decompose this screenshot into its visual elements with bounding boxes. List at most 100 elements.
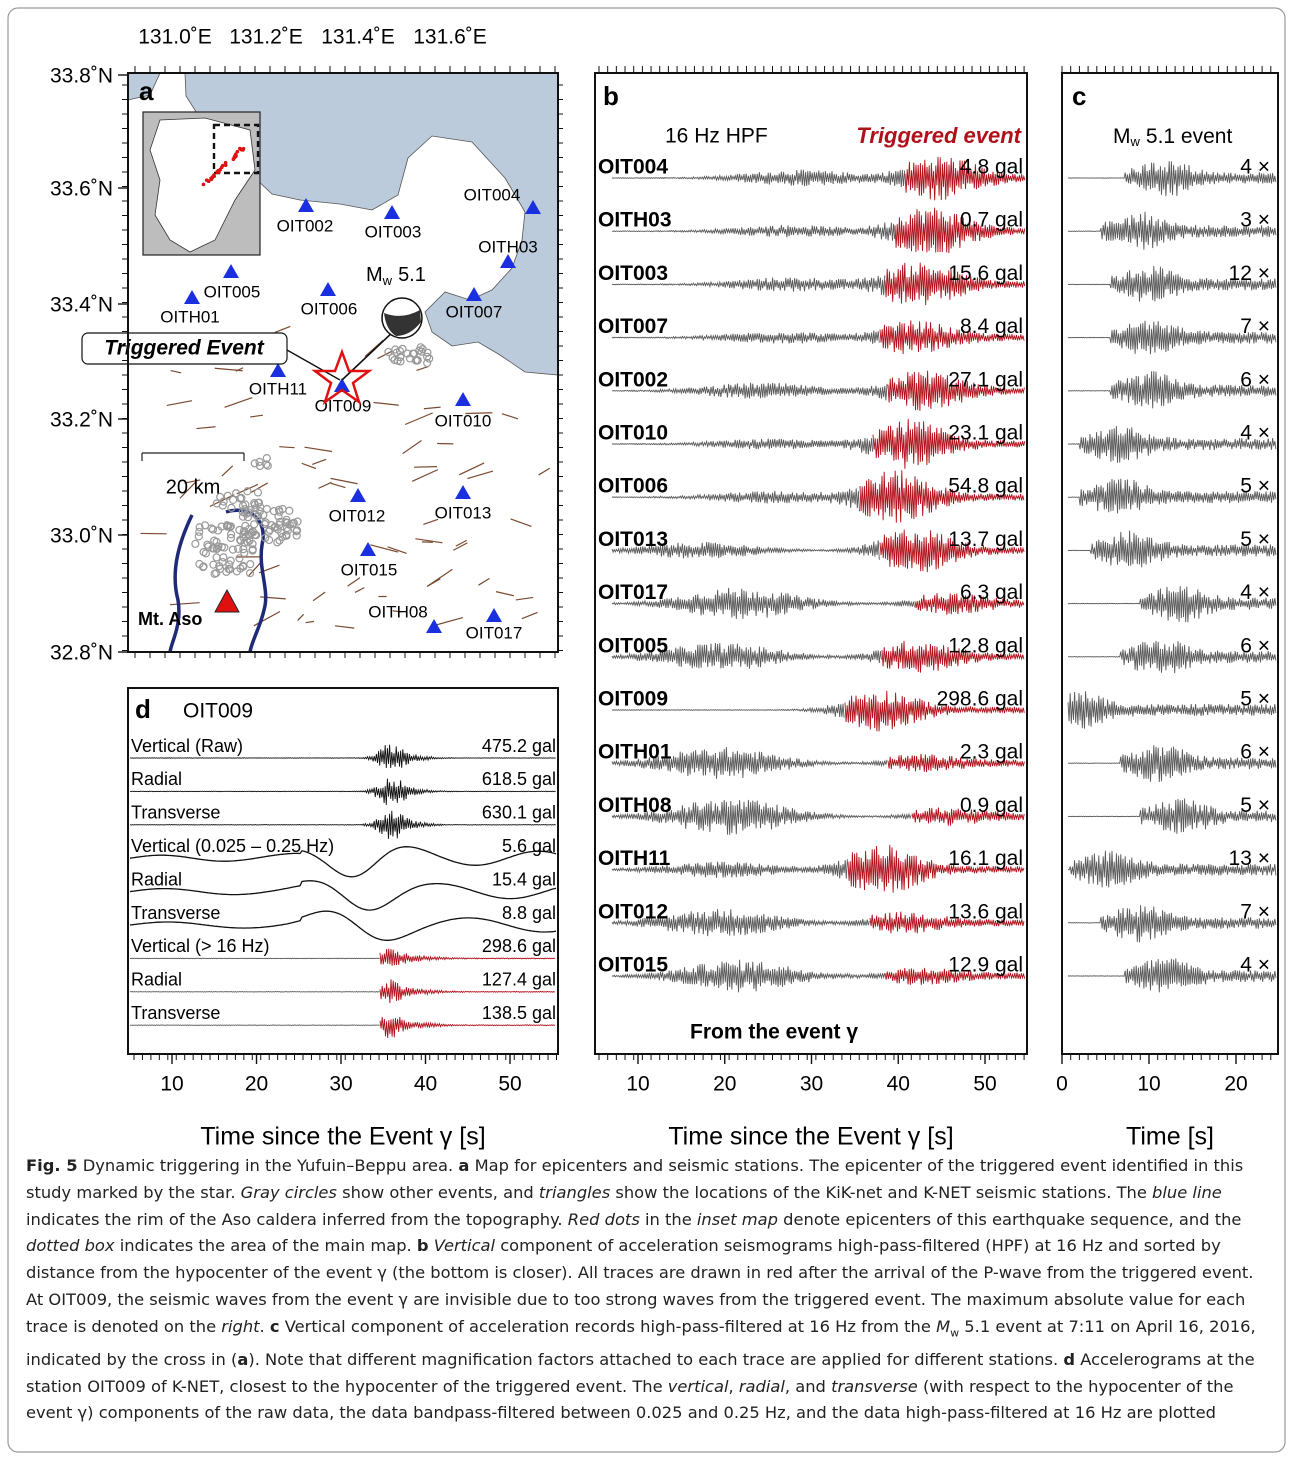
event-circle <box>248 546 257 555</box>
station-marker <box>350 488 366 502</box>
fault <box>279 446 295 449</box>
event-circle <box>275 520 284 529</box>
event-circle <box>210 569 219 578</box>
panel-label: c <box>1072 81 1086 111</box>
caption-text: show other events, and <box>336 1182 539 1202</box>
event-circle <box>262 504 271 514</box>
max-amplitude: 298.6 gal <box>937 688 1023 711</box>
trace <box>1067 905 1277 943</box>
panel-c-frame <box>1061 72 1279 1055</box>
trace <box>1067 161 1277 197</box>
caption-text: ). Note that different magnification fac… <box>248 1349 1064 1369</box>
lat-label: 33.0˚N <box>50 525 113 548</box>
station-marker <box>184 290 200 304</box>
station-marker <box>223 264 239 278</box>
caption-text: Gray circles <box>240 1182 337 1202</box>
event-circle <box>405 354 415 363</box>
fault <box>330 482 346 489</box>
event-circle <box>253 512 262 521</box>
event-circle <box>274 505 284 514</box>
caption-text: transverse <box>831 1376 918 1396</box>
event-circle <box>243 487 252 496</box>
lon-label: 131.2˚E <box>229 26 303 49</box>
inset-dot <box>209 176 213 181</box>
event-circle <box>219 497 228 506</box>
mw-value: 5.1 <box>398 264 426 286</box>
trace <box>611 540 880 560</box>
fault <box>458 462 485 476</box>
event-circle <box>226 533 236 543</box>
trace <box>611 275 886 296</box>
trace <box>379 948 556 966</box>
magnification: 4 × <box>1240 581 1270 604</box>
event-circle <box>216 564 225 573</box>
fault <box>453 542 468 551</box>
event-circle <box>255 457 264 466</box>
caption-text: denote epicenters of this earthquake seq… <box>777 1209 1242 1229</box>
trace <box>1067 530 1277 568</box>
max-amplitude: 16.1 gal <box>948 847 1023 870</box>
trace <box>847 844 1025 893</box>
station-label: OIT007 <box>446 302 503 321</box>
event-circle <box>228 545 237 554</box>
panel-label: a <box>139 76 154 106</box>
max-amplitude: 8.4 gal <box>960 315 1023 338</box>
event-circle <box>195 527 204 536</box>
trace <box>611 169 906 188</box>
magnification: 3 × <box>1240 209 1270 232</box>
event-circle <box>227 503 236 512</box>
fault <box>478 577 490 586</box>
trace <box>1067 586 1277 623</box>
figure-border <box>7 7 1286 1453</box>
fault <box>221 465 234 477</box>
fault <box>304 446 333 453</box>
event-circle <box>269 507 279 516</box>
inset-box <box>212 123 260 175</box>
event-circle <box>423 352 432 361</box>
event-circle <box>226 522 236 531</box>
trace <box>879 320 1025 355</box>
caption-text: vertical <box>667 1376 729 1396</box>
inset-dot <box>212 173 216 177</box>
event-circle <box>384 347 393 357</box>
x-tick-label: 0 <box>1056 1073 1068 1096</box>
event-circle <box>251 504 260 513</box>
station-label: OITH11 <box>249 379 307 398</box>
max-amplitude: 4.8 gal <box>960 156 1023 179</box>
fault <box>214 367 243 372</box>
fault <box>423 406 441 410</box>
fault <box>274 325 291 334</box>
trace <box>1067 745 1277 783</box>
trace <box>904 156 1026 201</box>
component-label: Vertical (0.025 – 0.25 Hz) <box>131 836 334 856</box>
faults <box>140 325 551 629</box>
caption-text: indicates the rim of the Aso caldera inf… <box>26 1209 568 1229</box>
inset-dots <box>201 146 246 187</box>
trace <box>611 747 888 779</box>
events <box>191 343 434 578</box>
max-amplitude: 138.5 gal <box>482 1003 556 1023</box>
event-circle <box>261 518 270 527</box>
station-label: OIT009 <box>315 396 372 415</box>
station-label: OIT017 <box>466 623 523 642</box>
station-label: OIT006 <box>598 475 668 498</box>
event-circle <box>217 542 226 552</box>
fault <box>166 400 193 406</box>
fault <box>404 412 433 426</box>
x-tick-label: 30 <box>329 1073 352 1096</box>
event-circle <box>423 348 432 357</box>
max-amplitude: 0.7 gal <box>960 209 1023 232</box>
caption-text: , and <box>784 1376 832 1396</box>
fault <box>312 591 326 602</box>
trace <box>894 207 1026 254</box>
fault <box>427 568 453 587</box>
station-marker <box>334 378 350 392</box>
trace <box>887 753 1025 773</box>
trace <box>1067 265 1277 302</box>
caption-text: a <box>458 1156 470 1175</box>
caption-text: (with respect to the hypocenter of the e… <box>26 1376 1234 1423</box>
lat-label: 33.8˚N <box>50 65 113 88</box>
fault <box>436 616 464 626</box>
fault <box>301 462 317 470</box>
magnification: 5 × <box>1240 475 1270 498</box>
